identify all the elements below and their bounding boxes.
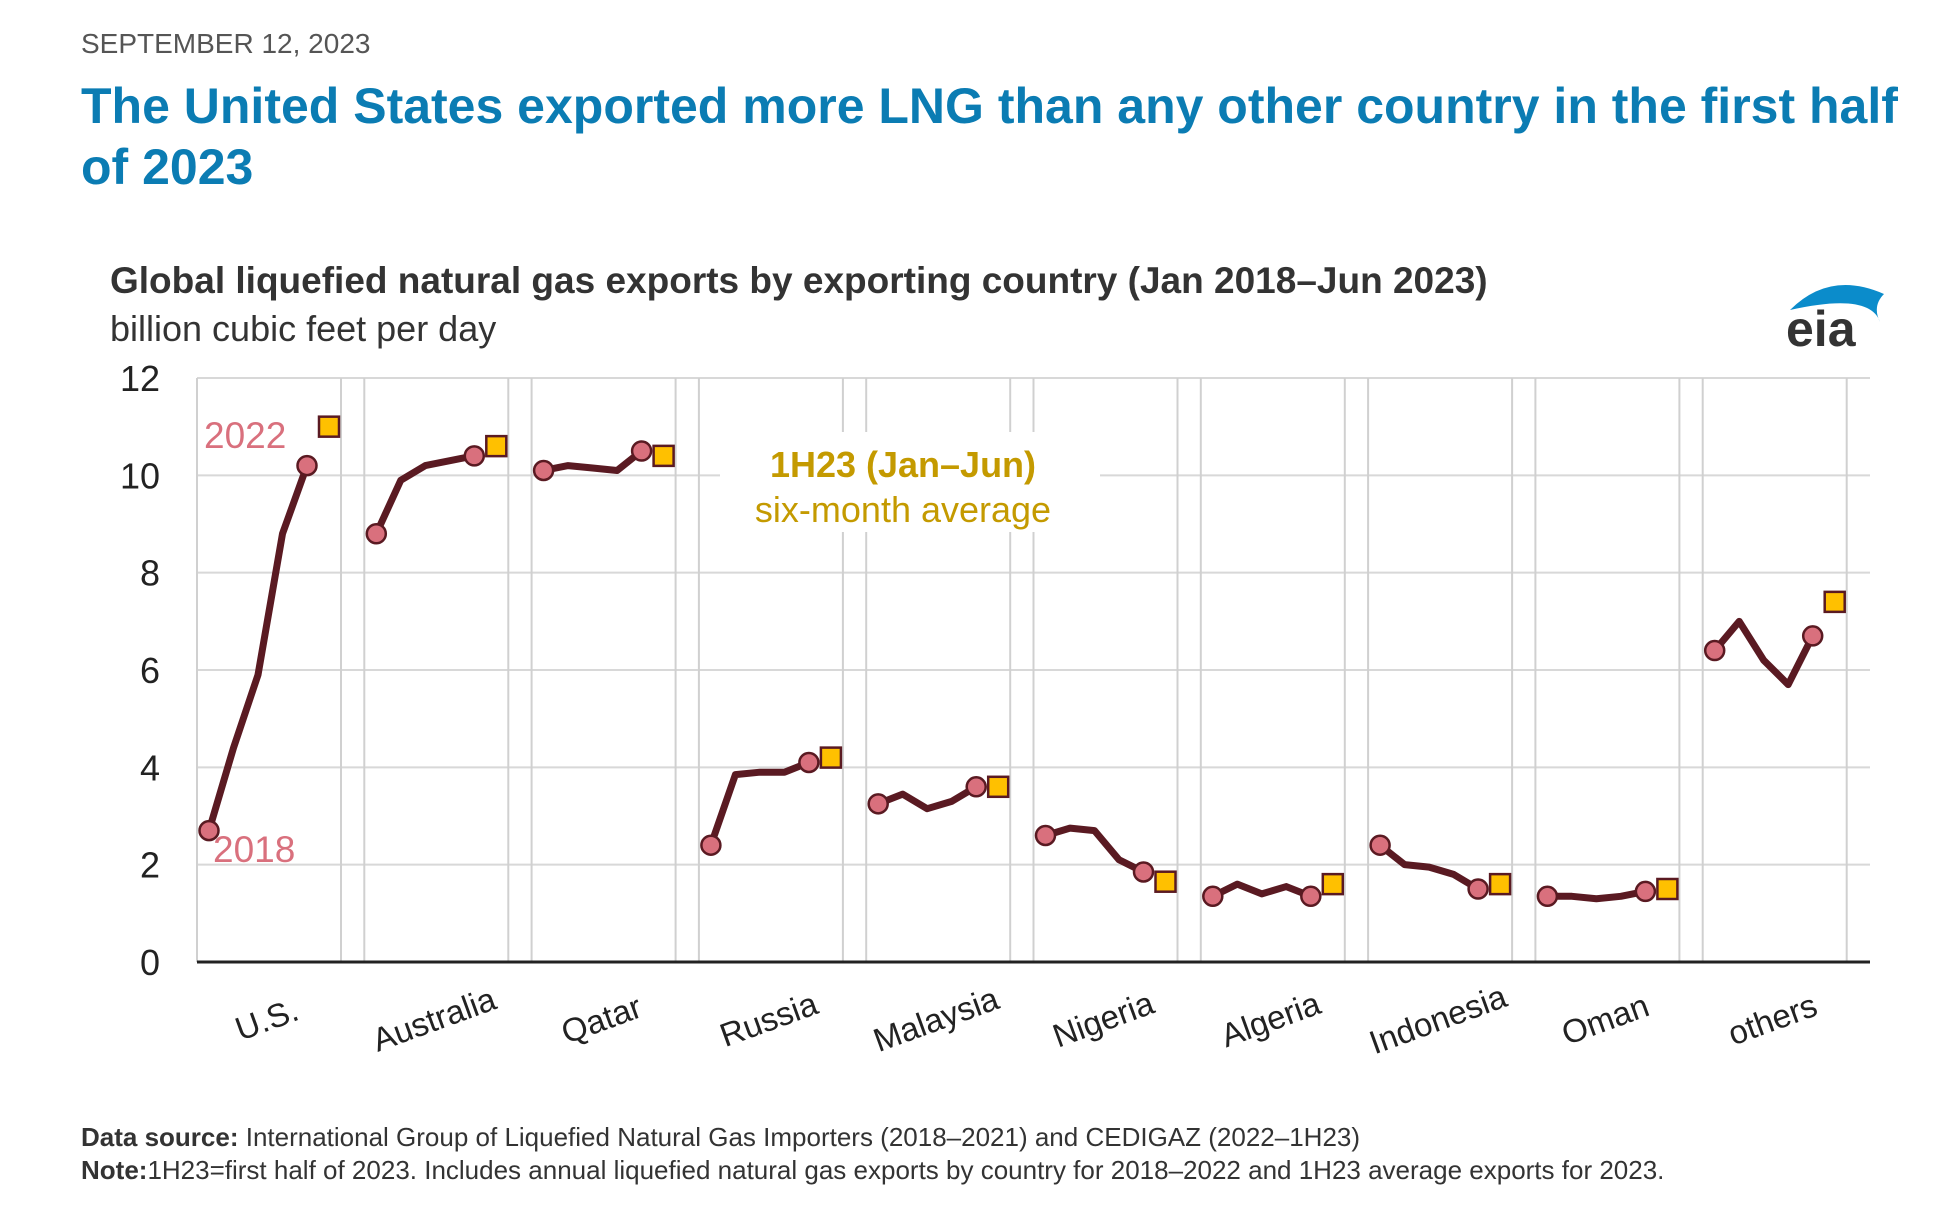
y-tick-label: 10 <box>120 455 160 496</box>
annual-marker <box>1300 885 1322 908</box>
series-line-Qatar <box>542 448 644 474</box>
data-source-text: International Group of Liquefied Natural… <box>238 1122 1361 1152</box>
end-year-label: 2022 <box>204 415 286 456</box>
annual-marker <box>867 793 889 815</box>
annual-marker <box>1369 834 1391 856</box>
h1-2023-marker <box>485 434 508 458</box>
annotation-box <box>720 432 1100 532</box>
annual-marker <box>700 834 722 856</box>
chart-y-unit: billion cubic feet per day <box>110 308 497 349</box>
chart-title: Global liquefied natural gas exports by … <box>110 260 1488 301</box>
svg-text:eia: eia <box>1786 301 1857 352</box>
series-line-Nigeria <box>1044 824 1146 876</box>
annual-marker <box>1034 824 1057 847</box>
category-label: Nigeria <box>1048 984 1160 1055</box>
y-tick-label: 4 <box>140 747 160 788</box>
data-source-label: Data source: <box>81 1122 239 1152</box>
annual-marker <box>198 819 220 842</box>
annotation-line-2: six-month average <box>755 489 1051 530</box>
h1-2023-marker <box>1321 872 1345 896</box>
annual-marker <box>798 751 820 774</box>
series-line-U.S. <box>205 464 311 832</box>
headline: The United States exported more LNG than… <box>81 78 1898 195</box>
category-label: U.S. <box>230 991 303 1048</box>
h1-2023-marker <box>1488 872 1512 896</box>
h1-2023-marker <box>1656 877 1679 901</box>
annotation-line-1: 1H23 (Jan–Jun) <box>770 444 1036 485</box>
category-label: Indonesia <box>1364 977 1512 1061</box>
category-label: Australia <box>367 980 501 1059</box>
note-label: Note: <box>81 1155 148 1185</box>
h1-2023-marker <box>819 746 843 769</box>
annual-marker <box>1132 861 1155 883</box>
series-line-Australia <box>373 452 475 536</box>
series-line-Malaysia <box>876 783 978 813</box>
category-label: Russia <box>715 984 823 1053</box>
annual-marker <box>630 440 653 462</box>
h1-2023-marker <box>986 775 1010 799</box>
y-tick-label: 6 <box>140 650 160 691</box>
annual-marker <box>1467 878 1489 900</box>
series-line-Algeria <box>1211 880 1313 900</box>
h1-2023-marker <box>1154 870 1177 893</box>
category-label: Algeria <box>1216 984 1326 1054</box>
y-tick-label: 12 <box>120 358 160 399</box>
annual-marker <box>1703 639 1726 662</box>
category-label: Malaysia <box>868 979 1004 1059</box>
annual-marker <box>1634 880 1657 903</box>
category-label: others <box>1723 986 1822 1052</box>
category-label: Oman <box>1557 986 1654 1052</box>
annual-marker <box>532 459 555 482</box>
series-line-Russia <box>707 759 811 847</box>
series-line-Indonesia <box>1377 842 1480 893</box>
y-tick-label: 2 <box>140 845 160 886</box>
annual-marker <box>1801 625 1824 647</box>
annual-marker <box>1202 885 1224 908</box>
y-tick-label: 0 <box>140 942 160 983</box>
h1-2023-marker <box>317 415 341 438</box>
data-source: Data source: International Group of Liqu… <box>81 1122 1360 1153</box>
annual-marker <box>965 776 987 798</box>
h1-2023-marker <box>652 444 675 468</box>
note: Note:1H23=first half of 2023. Includes a… <box>81 1155 1664 1186</box>
publish-date: SEPTEMBER 12, 2023 <box>81 28 371 59</box>
start-year-label: 2018 <box>213 829 295 870</box>
y-tick-label: 8 <box>140 553 160 594</box>
h1-2023-marker <box>1823 590 1846 614</box>
series-line-Oman <box>1547 888 1647 903</box>
annual-marker <box>463 445 486 467</box>
note-text: 1H23=first half of 2023. Includes annual… <box>147 1155 1665 1185</box>
series-line-others <box>1712 617 1816 689</box>
category-label: Qatar <box>556 988 646 1051</box>
eia-logo: eia <box>1786 285 1884 352</box>
annual-marker <box>1536 885 1559 908</box>
annual-marker <box>365 522 388 545</box>
annual-marker <box>296 454 318 477</box>
